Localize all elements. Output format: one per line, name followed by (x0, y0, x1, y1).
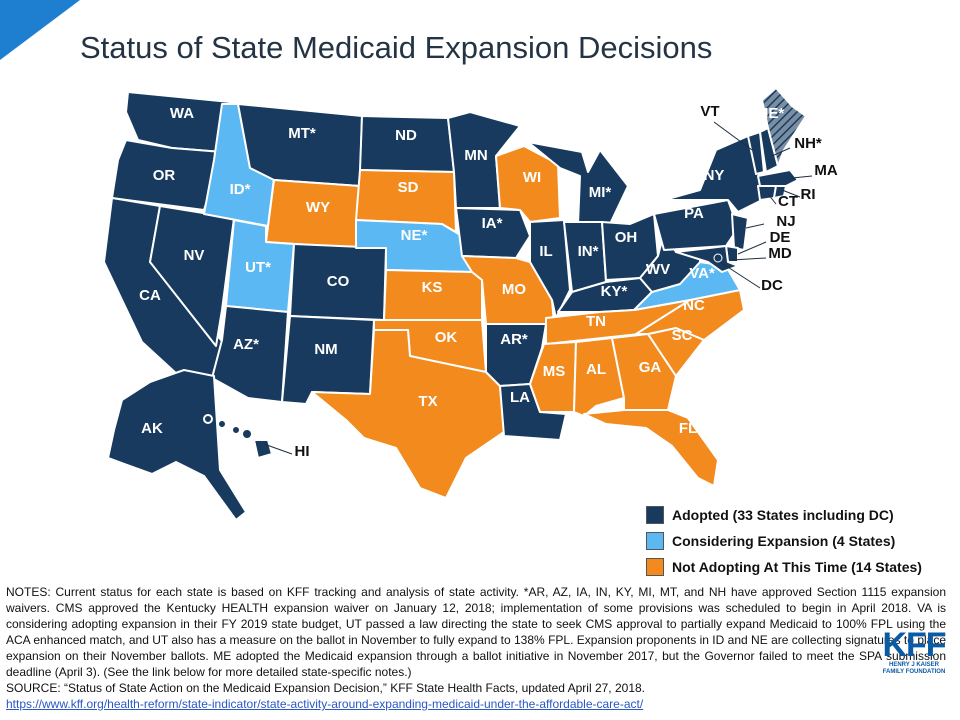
state-label-OR: OR (153, 167, 176, 184)
state-AK (107, 369, 247, 520)
notes-text: NOTES: Current status for each state is … (6, 585, 946, 679)
state-label-RI: RI (801, 186, 816, 203)
page-title: Status of State Medicaid Expansion Decis… (80, 30, 713, 65)
state-label-GA: GA (639, 359, 662, 376)
state-label-ME: ME* (756, 105, 785, 122)
kff-logo-line1: HENRY J KAISER (888, 662, 939, 668)
corner-accent (0, 0, 80, 60)
state-label-IL: IL (539, 243, 552, 260)
state-RI (773, 185, 787, 199)
state-FL (583, 409, 719, 487)
state-label-DE: DE (770, 229, 791, 246)
state-MA (757, 169, 799, 187)
legend-swatch-adopted (646, 506, 664, 524)
state-label-MI: MI* (589, 184, 612, 201)
state-label-NV: NV (184, 247, 205, 264)
state-label-WA: WA (170, 105, 194, 122)
kff-logo: KFF HENRY J KAISER FAMILY FOUNDATION (872, 628, 956, 676)
state-label-MA: MA (814, 162, 837, 179)
us-map: WA OR CA NV ID* MT* WY UT* AZ* CO NM ND SD NE* KS OK TX M… (103, 87, 838, 520)
state-label-ND: ND (395, 127, 417, 144)
legend-item-not-adopting: Not Adopting At This Time (14 States) (646, 554, 960, 580)
state-VT (747, 131, 765, 175)
state-label-WY: WY (306, 199, 330, 216)
state-label-LA: LA (510, 389, 530, 406)
state-MI (527, 141, 629, 225)
state-MD (675, 245, 739, 273)
state-label-UT: UT* (245, 259, 271, 276)
state-label-VT: VT (700, 103, 719, 120)
source-text: SOURCE: “Status of State Action on the M… (6, 681, 645, 695)
state-label-KS: KS (422, 279, 443, 296)
state-label-MO: MO (502, 281, 526, 298)
state-label-IA: IA* (482, 215, 503, 232)
state-label-MS: MS (543, 363, 566, 380)
state-label-NC: NC (683, 297, 705, 314)
kff-logo-line2: FAMILY FOUNDATION (882, 669, 946, 675)
state-ME (761, 87, 807, 167)
state-label-FL: FL (679, 420, 697, 437)
state-MS (529, 341, 577, 413)
state-KS (383, 269, 483, 321)
state-label-SC: SC (672, 327, 693, 344)
legend-item-adopted: Adopted (33 States including DC) (646, 502, 960, 528)
state-label-CA: CA (139, 287, 161, 304)
state-label-WI: WI (523, 169, 541, 186)
state-label-WV: WV (646, 261, 670, 278)
state-label-CT: CT (778, 193, 798, 210)
state-label-NE: NE* (401, 227, 428, 244)
state-label-CO: CO (327, 273, 350, 290)
state-label-NY: NY (704, 167, 725, 184)
state-label-VA: VA* (689, 265, 715, 282)
state-label-AR: AR* (500, 331, 528, 348)
state-ND (359, 115, 455, 173)
state-label-TN: TN (586, 313, 606, 330)
state-label-KY: KY* (601, 283, 628, 300)
source-link[interactable]: https://www.kff.org/health-reform/state-… (6, 697, 644, 711)
state-label-MN: MN (464, 147, 487, 164)
state-label-MD: MD (768, 245, 791, 262)
legend-swatch-considering (646, 532, 664, 550)
legend-item-considering: Considering Expansion (4 States) (646, 528, 960, 554)
state-label-DC: DC (761, 277, 783, 294)
state-label-PA: PA (684, 205, 704, 222)
state-AZ (211, 305, 289, 403)
state-DC (713, 253, 723, 263)
map-legend: Adopted (33 States including DC) Conside… (646, 502, 960, 580)
state-label-NM: NM (314, 341, 337, 358)
state-label-AZ: AZ* (233, 336, 259, 353)
state-HI (203, 414, 273, 459)
state-label-IN: IN* (578, 243, 599, 260)
notes-section: NOTES: Current status for each state is … (6, 584, 946, 712)
state-label-ID: ID* (230, 181, 251, 198)
state-label-TX: TX (418, 393, 437, 410)
kff-logo-letters: KFF (882, 626, 946, 664)
state-label-HI: HI (295, 443, 310, 460)
state-label-MT: MT* (288, 125, 316, 142)
state-label-NH: NH* (794, 135, 822, 152)
state-NM (281, 315, 375, 405)
legend-label-considering: Considering Expansion (4 States) (672, 533, 896, 549)
state-label-OH: OH (615, 229, 638, 246)
legend-label-not-adopting: Not Adopting At This Time (14 States) (672, 559, 922, 575)
state-label-NJ: NJ (776, 213, 795, 230)
legend-label-adopted: Adopted (33 States including DC) (672, 507, 894, 523)
state-PA (653, 199, 739, 251)
state-label-AK: AK (141, 420, 163, 437)
state-NJ (731, 213, 749, 251)
state-WI (495, 145, 561, 223)
state-label-AL: AL (586, 361, 606, 378)
state-label-OK: OK (435, 329, 458, 346)
state-label-SD: SD (398, 179, 419, 196)
legend-swatch-not-adopting (646, 558, 664, 576)
